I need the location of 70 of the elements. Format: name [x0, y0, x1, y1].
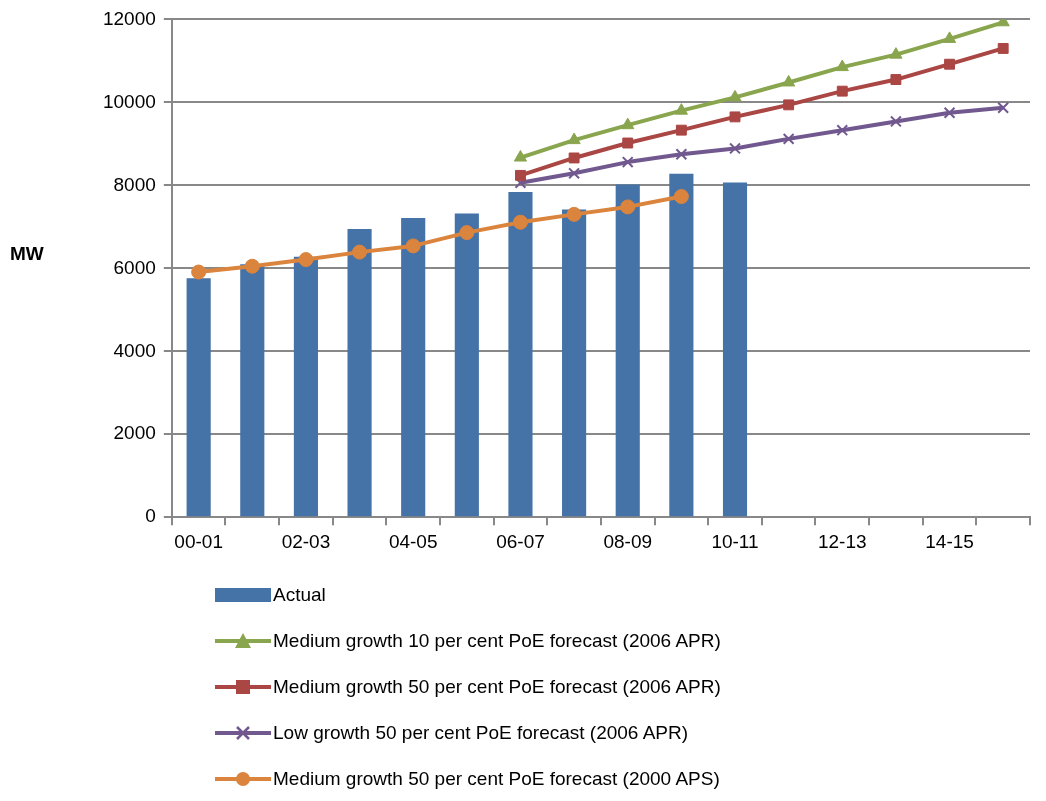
point	[835, 59, 849, 72]
point	[515, 169, 526, 181]
x-tick-label: 06-07	[496, 530, 545, 552]
bar	[347, 228, 372, 517]
y-tick-label: 6000	[113, 256, 156, 278]
bar	[454, 213, 479, 517]
point	[352, 244, 368, 260]
x-tick-label: 02-03	[281, 530, 331, 552]
bar	[722, 182, 748, 517]
y-tick-label: 10000	[102, 90, 156, 112]
x-tick-label: 14-15	[925, 530, 974, 552]
y-tick-label: 8000	[113, 173, 156, 195]
point	[620, 199, 636, 215]
point	[997, 101, 1010, 114]
legend-label: Actual	[273, 584, 326, 606]
point	[405, 238, 421, 254]
y-tick-label: 4000	[113, 339, 156, 361]
point	[889, 47, 903, 59]
y-tick-label: 2000	[113, 422, 156, 444]
point	[942, 31, 957, 43]
point	[512, 214, 528, 230]
point	[783, 99, 795, 111]
point	[567, 132, 581, 145]
y-axis-title: MW	[10, 243, 44, 265]
y-tick-label: 0	[145, 505, 156, 527]
point	[890, 74, 902, 85]
point	[943, 106, 956, 119]
point	[729, 111, 741, 123]
bar	[186, 278, 211, 517]
point	[997, 42, 1009, 54]
x-tick-label: 10-11	[711, 530, 759, 552]
bar	[240, 264, 265, 517]
point	[836, 124, 849, 137]
point	[836, 85, 848, 97]
bar	[615, 184, 640, 517]
bar	[401, 218, 426, 517]
x-tick-label: 04-05	[388, 530, 438, 552]
point	[728, 89, 742, 102]
point	[621, 117, 635, 130]
legend-label: Medium growth 50 per cent PoE forecast (2000 APS)	[273, 768, 720, 790]
point	[944, 58, 955, 70]
point	[568, 152, 580, 164]
point	[729, 142, 741, 155]
point	[675, 124, 687, 136]
point	[889, 115, 902, 128]
point	[191, 264, 207, 280]
point	[244, 258, 260, 274]
point	[513, 150, 528, 162]
bar	[508, 191, 533, 517]
bar	[293, 256, 318, 517]
legend-label: Medium growth 10 per cent PoE forecast (2006 APR)	[273, 630, 721, 652]
bar	[669, 173, 694, 517]
point	[568, 167, 581, 180]
point	[675, 148, 688, 161]
bar	[562, 209, 587, 517]
legend-label: Low growth 50 per cent PoE forecast (2006 APR)	[273, 722, 689, 744]
x-tick-label: 00-01	[174, 530, 223, 552]
point	[674, 103, 688, 115]
x-tick-label: 08-09	[603, 530, 653, 552]
point	[566, 206, 582, 222]
point	[673, 189, 689, 205]
point	[298, 252, 314, 268]
legend-label: Medium growth 50 per cent PoE forecast (2006 APR)	[273, 676, 721, 698]
x-tick-label: 12-13	[817, 530, 867, 552]
point	[459, 225, 475, 241]
point	[622, 137, 634, 149]
point	[782, 132, 795, 145]
y-tick-label: 12000	[102, 7, 156, 29]
point	[621, 156, 634, 169]
point	[782, 74, 796, 87]
